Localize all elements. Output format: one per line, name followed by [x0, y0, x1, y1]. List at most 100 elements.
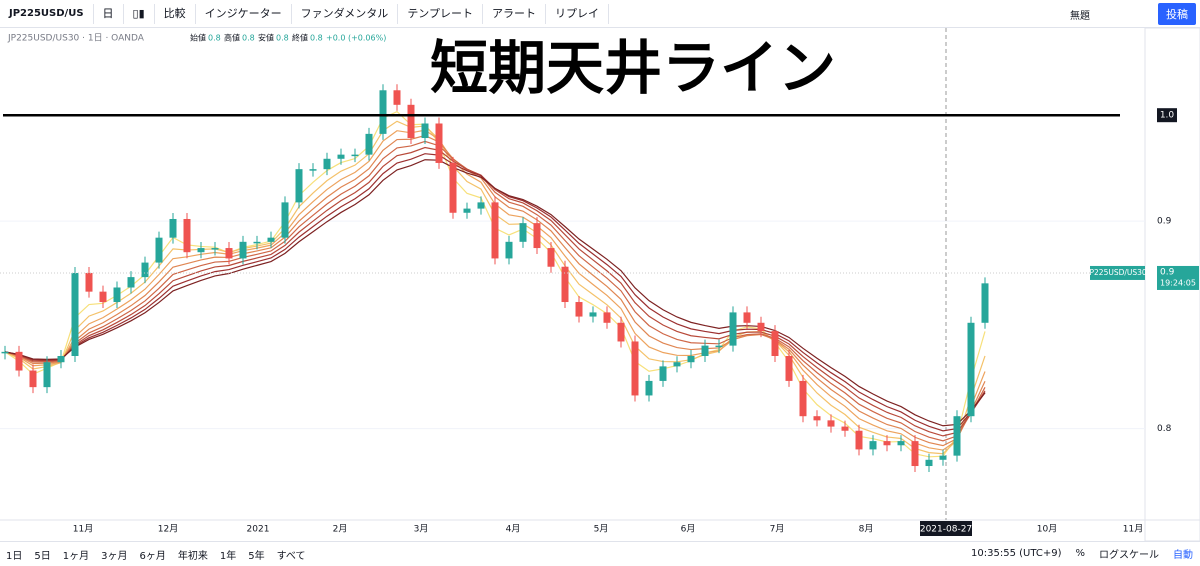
x-tick-label: 3月 — [414, 524, 429, 535]
candle — [925, 459, 933, 467]
candle — [393, 90, 401, 105]
ema-line — [4, 153, 986, 432]
toolbar-item[interactable]: 比較 — [155, 3, 196, 24]
y-tick-label: 0.8 — [1157, 424, 1172, 434]
candle — [281, 202, 289, 238]
x-tick-label: 2021-08-27 — [920, 525, 972, 535]
price-box — [1157, 265, 1199, 290]
candle — [113, 287, 121, 303]
candle — [85, 272, 93, 292]
candle — [309, 169, 317, 171]
hline-label-box — [1157, 108, 1177, 123]
candle — [589, 312, 597, 317]
range-button[interactable]: 5日 — [34, 550, 51, 562]
ohlc-value: 0.8 — [310, 34, 323, 43]
chart-style[interactable]: ▯▮ — [124, 3, 155, 24]
candle — [967, 322, 975, 417]
range-button[interactable]: 6ヶ月 — [139, 550, 166, 562]
candle — [435, 123, 443, 163]
candle — [547, 248, 555, 267]
ohlc-label: 終値 — [292, 33, 308, 43]
symbol-box — [1090, 265, 1145, 280]
toolbar-item[interactable]: テンプレート — [398, 3, 483, 24]
ema-line — [4, 120, 986, 455]
candle — [897, 441, 905, 446]
log-scale[interactable]: ログスケール — [1099, 550, 1159, 561]
range-button[interactable]: 年初来 — [177, 550, 208, 562]
ohlc-value: 0.8 — [276, 34, 289, 43]
candle — [211, 248, 219, 250]
change: +0.0 (+0.06%) — [326, 34, 386, 43]
percent[interactable]: % — [1075, 548, 1085, 559]
candle — [981, 283, 989, 323]
x-tick-label: 8月 — [859, 524, 874, 535]
candle — [533, 223, 541, 249]
candle — [197, 248, 205, 253]
candle — [379, 90, 387, 134]
candle — [323, 158, 331, 170]
candle — [813, 416, 821, 421]
candle — [365, 133, 373, 155]
candle — [491, 202, 499, 259]
price-label: 0.9 — [1160, 267, 1175, 277]
candle — [337, 154, 345, 159]
candle — [57, 356, 65, 363]
candle — [799, 380, 807, 417]
candle — [827, 420, 835, 427]
x-tick-label: 10月 — [1037, 524, 1057, 535]
candle — [645, 380, 653, 396]
candle — [687, 356, 695, 363]
legend-title: JP225USD/US30 · 1日 · OANDA — [7, 33, 145, 44]
candle — [463, 208, 471, 213]
range-button[interactable]: 1ヶ月 — [62, 550, 90, 562]
auto[interactable]: 自動 — [1173, 550, 1193, 561]
candle — [841, 426, 849, 431]
range-button[interactable]: 1年 — [219, 550, 237, 562]
range-button[interactable]: 1日 — [6, 550, 23, 562]
candle — [477, 202, 485, 209]
toolbar-item[interactable]: アラート — [483, 3, 546, 24]
y-tick-label: 0.9 — [1157, 217, 1172, 227]
candle — [883, 441, 891, 446]
candle — [155, 237, 163, 263]
ema-line — [4, 159, 986, 427]
annotation: 短期天井ライン — [430, 34, 836, 102]
candle — [295, 169, 303, 203]
candle — [729, 312, 737, 346]
range-button[interactable]: 5年 — [248, 550, 265, 562]
candle — [225, 248, 233, 259]
toolbar-item[interactable]: リプレイ — [546, 3, 609, 24]
x-tick-label: 7月 — [770, 524, 785, 535]
candle — [519, 223, 527, 242]
ema-line — [4, 140, 986, 442]
post-button[interactable]: 投稿 — [1158, 3, 1196, 25]
candle — [561, 266, 569, 303]
interval[interactable]: 日 — [94, 3, 124, 24]
candle — [407, 104, 415, 139]
candle — [449, 162, 457, 213]
bottom-right: 10:35:55 (UTC+9) % ログスケール 自動 — [964, 541, 1200, 566]
candle — [701, 345, 709, 356]
candle — [855, 430, 863, 450]
candle — [785, 356, 793, 381]
candle — [15, 351, 23, 371]
range-button[interactable]: すべて — [276, 550, 306, 562]
candle — [659, 366, 667, 381]
ema-line — [4, 110, 986, 458]
layout-name[interactable]: 無題 — [1070, 11, 1090, 22]
x-tick-label: 5月 — [594, 524, 609, 535]
toolbar-item[interactable]: インジケーター — [196, 3, 292, 24]
candle — [29, 370, 37, 388]
toolbar-item[interactable]: ファンダメンタル — [292, 3, 399, 24]
symbol[interactable]: JP225USD/US — [0, 3, 94, 24]
clock: 10:35:55 (UTC+9) — [971, 548, 1062, 559]
cursor-date-box — [920, 521, 972, 536]
toolbar: JP225USD/US 日 ▯▮ 比較 インジケーター ファンダメンタル テンプレート… — [0, 0, 1200, 28]
candle — [127, 277, 135, 288]
symbol-label: JP225USD/US30 — [1086, 268, 1147, 277]
ema-line — [4, 146, 986, 437]
candle — [757, 322, 765, 332]
candle — [631, 341, 639, 396]
range-button[interactable]: 3ヶ月 — [101, 550, 128, 562]
